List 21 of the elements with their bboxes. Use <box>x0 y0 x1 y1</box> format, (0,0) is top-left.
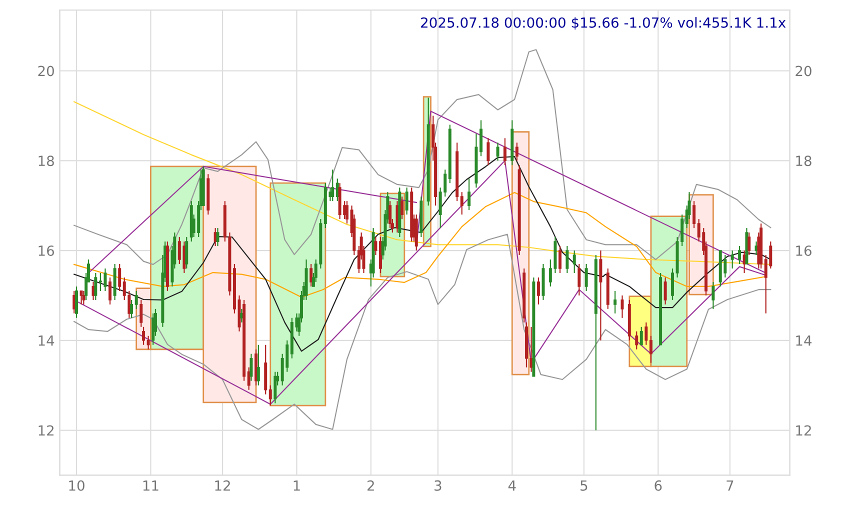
y2-tick-label: 20 <box>796 66 812 76</box>
y-tick-label: 20 <box>38 66 54 76</box>
x-tick-label: 2 <box>368 480 374 491</box>
x-tick-label: 5 <box>580 480 588 491</box>
x-tick-label: 7 <box>726 480 734 491</box>
y2-tick-label: 16 <box>796 245 812 256</box>
x-tick-label: 1 <box>294 480 300 491</box>
y2-tick-label: 12 <box>796 425 811 436</box>
y-tick-label: 14 <box>38 336 54 346</box>
y2-tick-label: 18 <box>796 156 812 166</box>
x-tick-label: 4 <box>508 480 516 491</box>
x-tick-label: 11 <box>143 480 158 491</box>
x-tick-label: 3 <box>434 480 442 491</box>
x-tick-label: 6 <box>654 480 662 491</box>
y-tick-label: 18 <box>38 156 54 166</box>
y-tick-label: 16 <box>38 245 54 256</box>
chart-title: 2025.07.18 00:00:00 $15.66 -1.07% vol:455.1K 1.1x <box>421 17 786 30</box>
y-tick-label: 12 <box>38 425 54 436</box>
x-tick-label: 12 <box>215 480 230 491</box>
y2-tick-label: 14 <box>796 336 812 346</box>
x-tick-label: 10 <box>69 480 84 491</box>
